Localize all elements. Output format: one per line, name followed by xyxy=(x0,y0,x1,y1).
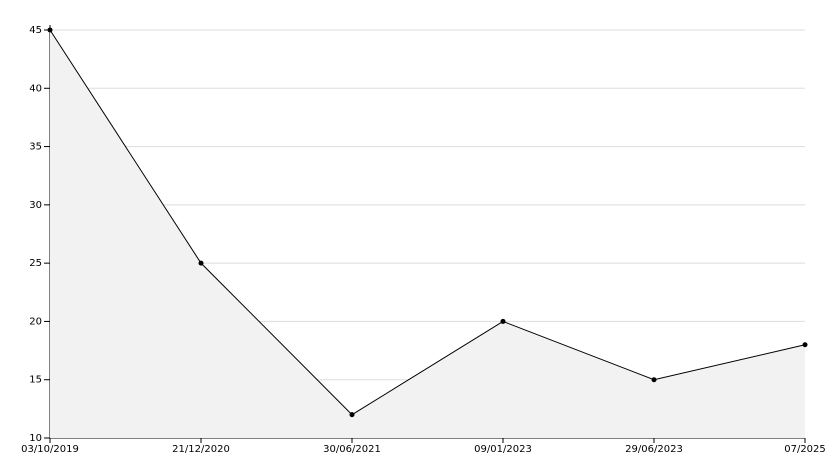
line xyxy=(49,29,806,416)
x-tick-label: 30/06/2021 xyxy=(323,444,381,455)
y-tick-label: 20 xyxy=(29,316,42,327)
y-tick-label: 25 xyxy=(29,258,42,269)
y-tick-label: 45 xyxy=(29,25,42,36)
marker xyxy=(349,412,355,418)
y-tick-label: 35 xyxy=(29,142,42,153)
y-tick-label: 10 xyxy=(29,433,42,444)
x-tick-label: 09/01/2023 xyxy=(474,444,532,455)
y-tick-label: 30 xyxy=(29,200,42,211)
marker xyxy=(198,260,204,266)
marker xyxy=(500,318,506,324)
x-tick-label: 07/2025 xyxy=(784,444,826,455)
x-tick-label: 29/06/2023 xyxy=(625,444,683,455)
x-tick-label: 03/10/2019 xyxy=(21,444,79,455)
area xyxy=(50,30,805,438)
marker xyxy=(47,27,53,33)
y-tick-label: 40 xyxy=(29,83,42,94)
marker xyxy=(651,377,657,383)
y-tick-label: 15 xyxy=(29,375,42,386)
marker xyxy=(802,342,808,348)
x-tick-label: 21/12/2020 xyxy=(172,444,230,455)
